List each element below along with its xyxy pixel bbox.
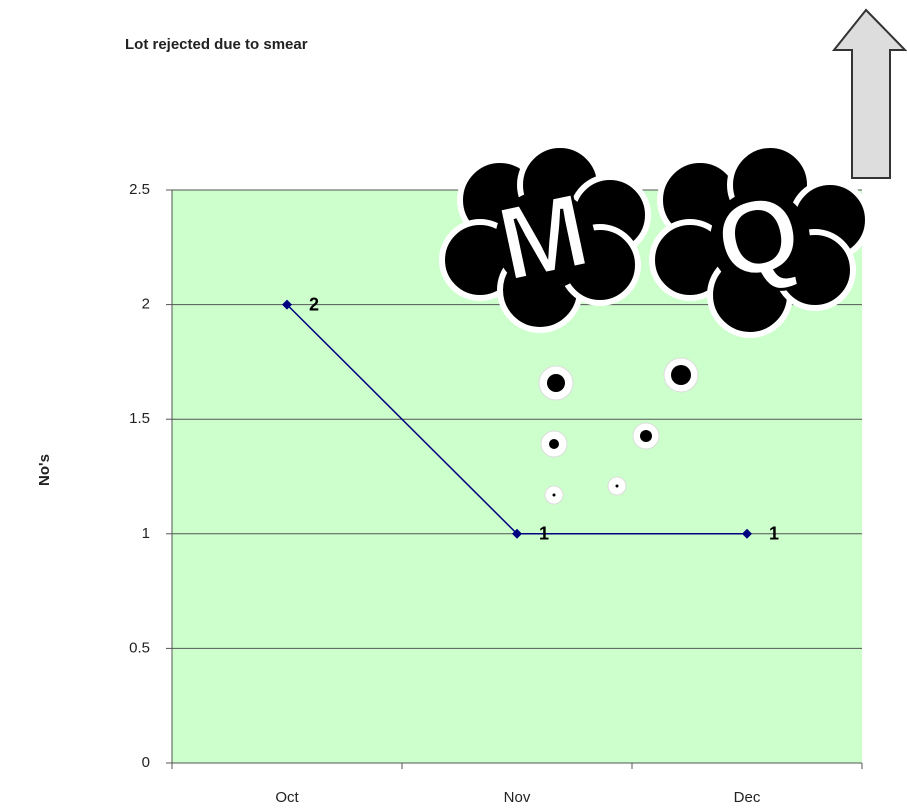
x-tick-label: Dec bbox=[734, 789, 761, 806]
y-axis-label: No's bbox=[36, 454, 53, 486]
chart-title: Lot rejected due to smear bbox=[125, 36, 308, 53]
data-label: 1 bbox=[539, 524, 549, 544]
y-tick-label: 1.5 bbox=[129, 410, 150, 427]
data-label: 2 bbox=[309, 294, 319, 314]
y-tick-label: 0 bbox=[142, 754, 150, 771]
y-tick-label: 2 bbox=[142, 296, 150, 313]
y-tick-label: 1 bbox=[142, 525, 150, 542]
arrow-icon bbox=[834, 10, 905, 178]
data-label: 1 bbox=[769, 524, 779, 544]
y-tick-label: 2.5 bbox=[129, 181, 150, 198]
page: Lot rejected due to smear No's 0 0.5 1 1.5 2… bbox=[0, 0, 907, 811]
x-tick-label: Nov bbox=[504, 789, 531, 806]
chart: Lot rejected due to smear No's 0 0.5 1 1.5 2… bbox=[0, 0, 907, 811]
y-tick-label: 0.5 bbox=[129, 639, 150, 656]
x-tick-label: Oct bbox=[275, 789, 299, 806]
